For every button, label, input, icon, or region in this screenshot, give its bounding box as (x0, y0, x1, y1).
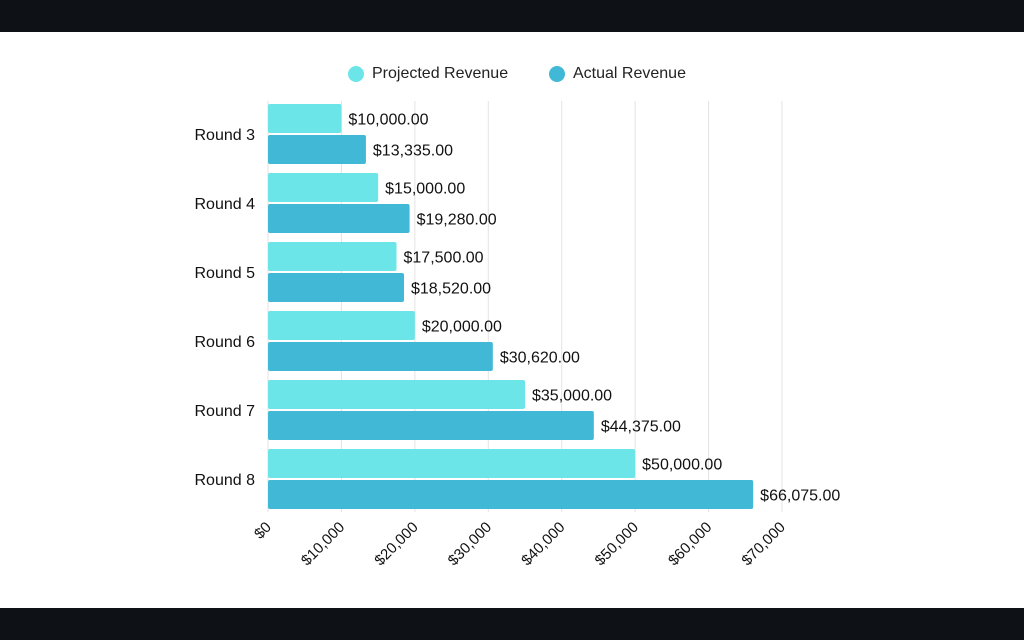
data-label: $35,000.00 (532, 388, 612, 405)
chart-legend: Projected Revenue Actual Revenue (0, 63, 1024, 85)
x-tick-label: $20,000 (371, 519, 421, 569)
category-label: Round 4 (195, 196, 256, 213)
data-label: $13,335.00 (373, 143, 453, 160)
data-label: $19,280.00 (417, 212, 497, 229)
legend-item-actual-revenue: Actual Revenue (549, 63, 686, 85)
data-label: $20,000.00 (422, 319, 502, 336)
x-tick-label: $60,000 (665, 519, 715, 569)
data-label: $18,520.00 (411, 281, 491, 298)
category-label: Round 7 (195, 403, 256, 420)
data-label: $44,375.00 (601, 419, 681, 436)
category-label: Round 6 (195, 334, 256, 351)
data-label: $15,000.00 (385, 181, 465, 198)
bar-actual (268, 480, 754, 509)
legend-item-projected-revenue: Projected Revenue (348, 63, 508, 85)
bar-projected (268, 311, 415, 340)
data-label: $10,000.00 (348, 112, 428, 129)
legend-swatch-actual-revenue (549, 66, 565, 82)
bar-actual (268, 204, 410, 233)
data-label: $30,620.00 (500, 350, 580, 367)
bar-projected (268, 242, 397, 271)
bar-actual (268, 342, 493, 371)
x-tick-label: $50,000 (592, 519, 642, 569)
bar-projected (268, 449, 636, 478)
category-label: Round 8 (195, 472, 256, 489)
data-label: $17,500.00 (404, 250, 484, 267)
chart-panel (0, 32, 1024, 608)
legend-label-projected-revenue: Projected Revenue (372, 65, 509, 82)
bar-actual (268, 411, 594, 440)
category-label: Round 3 (195, 127, 256, 144)
bar-actual (268, 135, 366, 164)
top-letterbox-bar (0, 0, 1024, 32)
x-tick-label: $0 (251, 519, 275, 543)
bar-projected (268, 380, 525, 409)
legend-swatch-projected-revenue (348, 66, 364, 82)
legend-label-actual-revenue: Actual Revenue (573, 65, 686, 82)
bar-actual (268, 273, 404, 302)
x-tick-label: $30,000 (445, 519, 495, 569)
x-tick-label: $10,000 (298, 519, 348, 569)
bottom-letterbox-bar (0, 608, 1024, 640)
category-label: Round 5 (195, 265, 256, 282)
bar-projected (268, 173, 379, 202)
bar-projected (268, 104, 342, 133)
x-tick-label: $40,000 (518, 519, 568, 569)
x-tick-label: $70,000 (738, 519, 788, 569)
data-label: $50,000.00 (642, 457, 722, 474)
data-label: $66,075.00 (760, 488, 840, 505)
